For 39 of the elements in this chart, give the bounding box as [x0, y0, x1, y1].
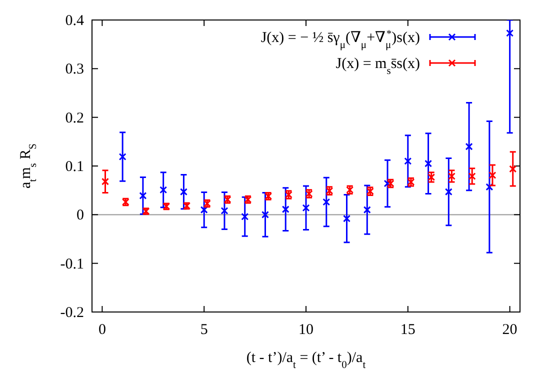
point	[118, 153, 126, 161]
point	[261, 210, 269, 218]
x-axis-title: (t - t’)/a$_{t}$ = (t’ - t$_{0}$)/a$_{t}$	[246, 350, 366, 370]
point	[200, 206, 208, 214]
point	[424, 160, 432, 168]
x-tick-label: 15	[400, 322, 416, 338]
point	[322, 198, 330, 206]
point	[404, 157, 412, 165]
point	[180, 188, 188, 196]
y-tick-label: 0	[76, 208, 84, 224]
y-tick-label: 0.4	[65, 13, 84, 29]
y-tick-label: 0.2	[65, 110, 84, 126]
point	[486, 183, 494, 191]
y-tick-label: 0.1	[65, 159, 84, 175]
point	[448, 172, 456, 180]
point	[302, 204, 310, 212]
point	[465, 142, 473, 150]
point	[160, 186, 168, 194]
point	[444, 188, 452, 196]
point	[363, 206, 371, 214]
point	[343, 214, 351, 222]
y-tick-label: -0.1	[60, 256, 84, 272]
x-tick-label: 10	[298, 322, 314, 338]
point	[506, 29, 514, 37]
x-tick-label: 20	[502, 322, 518, 338]
point	[241, 212, 249, 220]
y-tick-label: -0.2	[60, 305, 84, 321]
legend-label: J(x) = m$_{s}$s̄s(x)	[336, 56, 420, 76]
point	[220, 207, 228, 215]
point	[468, 172, 476, 180]
point	[139, 192, 147, 200]
x-tick-label: 0	[98, 322, 106, 338]
legend-label: J(x) = − ½ s̄γ$_{μ}$(∇$_{μ}$+∇$_{μ}$$^{*}$)s(x)	[260, 28, 420, 50]
point	[102, 178, 109, 186]
x-tick-label: 5	[200, 322, 208, 338]
y-tick-label: 0.3	[65, 62, 84, 78]
point	[282, 206, 290, 214]
point	[509, 165, 517, 173]
point	[488, 171, 496, 179]
